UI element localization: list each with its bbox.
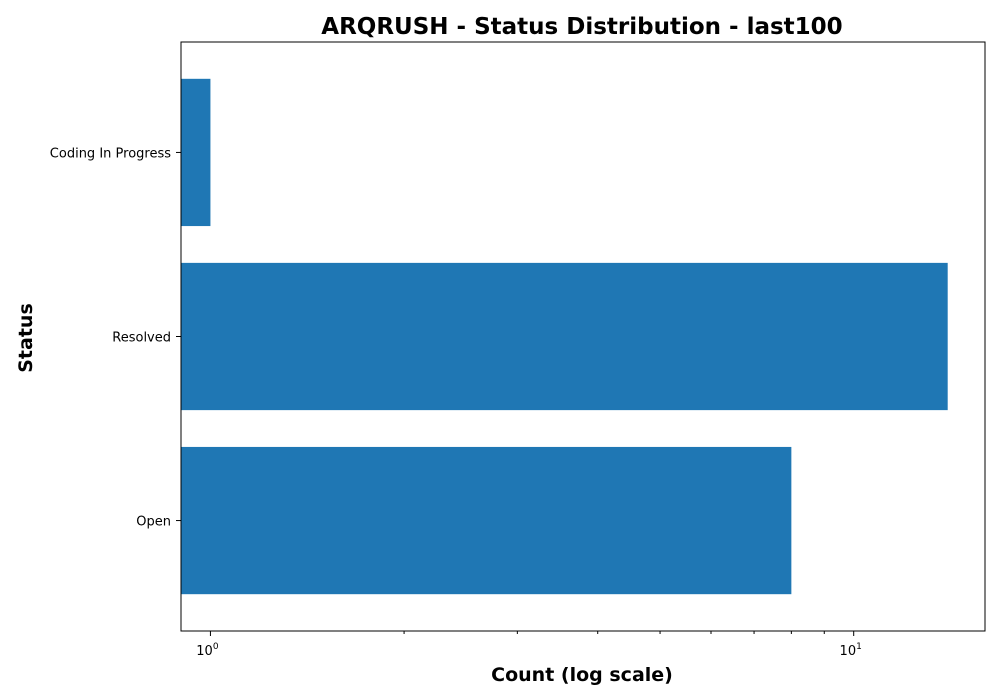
y-tick-label: Coding In Progress xyxy=(50,146,171,161)
y-axis-label: Status xyxy=(15,303,37,373)
bar xyxy=(181,78,211,227)
x-axis-label: Count (log scale) xyxy=(491,664,673,686)
y-tick-label: Resolved xyxy=(112,331,171,346)
x-tick-label: 101 xyxy=(840,642,862,659)
y-tick-label: Open xyxy=(136,515,171,530)
bar xyxy=(181,262,948,411)
x-tick-label: 100 xyxy=(196,642,219,659)
chart-title: ARQRUSH - Status Distribution - last100 xyxy=(321,14,842,40)
bar xyxy=(181,446,792,595)
